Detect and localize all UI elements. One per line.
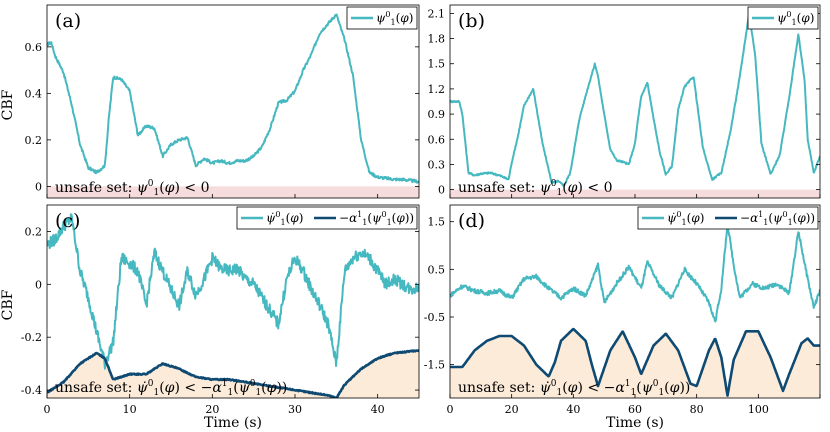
x-tick-label-c: 40 (371, 403, 385, 416)
x-tick-label-d: 0 (447, 403, 454, 416)
y-tick-label-d: -0.5 (424, 311, 445, 324)
y-tick-label-b: 0.9 (428, 108, 446, 121)
y-tick-label-a: 0.2 (25, 134, 43, 147)
y-tick-label-a: 0.4 (25, 87, 43, 100)
svg-text:unsafe set: ψ̇01(φ) < −α11(ψ01: unsafe set: ψ̇01(φ) < −α11(ψ01(φ)) (458, 379, 690, 398)
legend-a: ψ01(φ) (346, 6, 418, 30)
legend-box-a (346, 6, 418, 30)
unsafe-region-a (47, 186, 419, 198)
axes-frame-b (449, 4, 821, 199)
legend-label-d-1: ψ̇01(φ) (667, 210, 704, 227)
axes-frame-a (46, 4, 420, 199)
panel-a: 0 0.2 0.4 0.6 (a) unsafe set: ψ01(φ) < 0 ψ01(φ… (25, 4, 420, 199)
series-line-b-1 (450, 13, 820, 187)
svg-text:unsafe set: ψ01(φ) < 0: unsafe set: ψ01(φ) < 0 (55, 179, 209, 198)
panel-d: -1.5 -0.5 0.5 1.5 0 20 40 60 80 100 (d) unsafe set:… (424, 204, 821, 416)
unsafe-fill-c (47, 350, 419, 398)
svg-text:unsafe set: ψ01(φ) < 0: unsafe set: ψ01(φ) < 0 (458, 179, 612, 198)
legend-label-b-1: ψ01(φ) (777, 10, 814, 27)
axes-frame-c (46, 204, 420, 399)
x-tick-label-c: 30 (288, 403, 302, 416)
y-tick-label-c: 0.2 (25, 225, 43, 238)
y-tick-label-a: 0 (35, 180, 42, 193)
unsafe-fill-b (450, 189, 820, 198)
panel-label-a: (a) (55, 10, 81, 32)
y-tick-label-c: 0 (35, 278, 42, 291)
unsafe-region-c (47, 350, 419, 398)
legend-b: ψ01(φ) (747, 6, 819, 30)
unsafe-set-label-c: unsafe set: ψ̇01(φ) < −α11(ψ01(φ)) (55, 379, 287, 398)
panel-label-c: (c) (55, 210, 80, 232)
y-tick-label-a: 0.6 (25, 41, 43, 54)
x-tick-label-c: 20 (205, 403, 219, 416)
x-axis-label-right: Time (s) (606, 415, 664, 431)
unsafe-set-label-d: unsafe set: ψ̇01(φ) < −α11(ψ01(φ)) (458, 379, 690, 398)
y-tick-label-d: 0.5 (428, 263, 446, 276)
legend-label-c-1: ψ̇01(φ) (266, 210, 303, 227)
y-axis-label-top: CBF (0, 89, 16, 120)
y-tick-label-c: -0.4 (21, 384, 42, 397)
x-tick-label-c: 10 (123, 403, 137, 416)
x-axis-label-left: Time (s) (204, 415, 262, 431)
series-line-c-1 (47, 213, 419, 370)
legend-label-a-1: ψ01(φ) (376, 10, 413, 27)
x-tick-label-d: 40 (566, 403, 580, 416)
panel-label-d: (d) (458, 210, 485, 232)
y-tick-label-b: 0.6 (428, 133, 446, 146)
y-tick-label-b: 1.5 (428, 58, 446, 71)
y-tick-label-d: -1.5 (424, 359, 445, 372)
series-line-d-2 (450, 327, 820, 397)
series-line-d-1 (450, 224, 820, 323)
unsafe-region-b (450, 189, 820, 198)
y-tick-label-b: 0 (438, 184, 445, 197)
x-tick-label-c: 0 (44, 403, 51, 416)
unsafe-region-d (450, 329, 820, 398)
svg-text:unsafe set: ψ̇01(φ) < −α11(ψ01: unsafe set: ψ̇01(φ) < −α11(ψ01(φ)) (55, 379, 287, 398)
x-tick-label-d: 80 (690, 403, 704, 416)
unsafe-set-label-a: unsafe set: ψ01(φ) < 0 (55, 179, 209, 198)
series-line-a-1 (47, 13, 419, 184)
x-tick-label-d: 100 (748, 403, 769, 416)
y-tick-label-b: 1.2 (428, 83, 446, 96)
y-tick-label-b: 1.8 (428, 33, 446, 46)
legend-d: ψ̇01(φ) −α11(ψ01(φ)) (637, 206, 819, 230)
y-tick-label-d: 1.5 (428, 216, 446, 229)
x-tick-label-d: 20 (505, 403, 519, 416)
y-tick-label-b: 0.3 (428, 158, 446, 171)
y-tick-label-c: -0.2 (21, 331, 42, 344)
unsafe-fill-d (450, 329, 820, 398)
unsafe-fill-a (47, 186, 419, 198)
panel-b: 0 0.3 0.6 0.9 1.2 1.5 1.8 2.1 (b) unsafe set: ψ01… (428, 4, 821, 199)
y-tick-label-b: 2.1 (428, 7, 446, 20)
y-axis-label-bottom: CBF (0, 289, 16, 320)
legend-c: ψ̇01(φ) −α11(ψ01(φ)) (236, 206, 418, 230)
x-tick-label-d: 60 (628, 403, 642, 416)
legend-label-c-2: −α11(ψ01(φ)) (339, 210, 414, 227)
unsafe-set-label-b: unsafe set: ψ01(φ) < 0 (458, 179, 612, 198)
legend-label-d-2: −α11(ψ01(φ)) (740, 210, 815, 227)
legend-box-b (747, 6, 819, 30)
series-line-c-2 (47, 349, 419, 398)
panel-c: -0.4 -0.2 0 0.2 0 10 20 30 40 (c) unsafe set: ψ̇01… (21, 204, 420, 416)
panel-label-b: (b) (458, 10, 485, 32)
